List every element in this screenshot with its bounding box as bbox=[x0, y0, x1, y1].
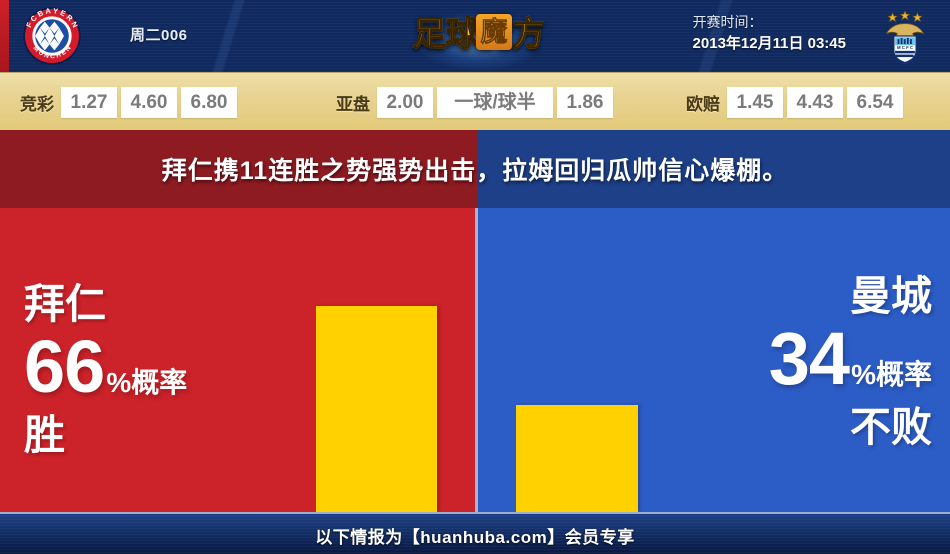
home-probability-line: 66 %概率 bbox=[24, 330, 294, 404]
headline-banner: 拜仁携11连胜之势强势出击，拉姆回归瓜帅信心爆棚。 bbox=[0, 130, 950, 208]
kickoff-time: 2013年12月11日 03:45 bbox=[692, 35, 846, 52]
away-probability-value: 34 bbox=[768, 317, 850, 400]
fc-bayern-munich-crest-icon: F C B A Y E R N M Ü N C H E N bbox=[23, 6, 81, 65]
odds-group-european: 欧赔 1.45 4.43 6.54 bbox=[686, 73, 907, 131]
odds-value[interactable]: 1.45 bbox=[727, 86, 783, 118]
home-probability-bar bbox=[316, 306, 437, 512]
odds-bar: 竞彩 1.27 4.60 6.80 亚盘 2.00 一球/球半 1.86 欧赔 … bbox=[0, 72, 950, 132]
header-bar: F C B A Y E R N M Ü N C H E N 周二006 足球魔方… bbox=[0, 0, 950, 72]
svg-text:M C F C: M C F C bbox=[897, 45, 913, 50]
odds-value[interactable]: 6.80 bbox=[181, 86, 237, 118]
odds-value[interactable]: 4.43 bbox=[787, 86, 843, 118]
odds-value[interactable]: 4.60 bbox=[121, 86, 177, 118]
home-probability-value: 66 bbox=[24, 325, 105, 408]
brand-logo-highlight-badge: 魔 bbox=[476, 14, 512, 50]
headline-left-half bbox=[0, 130, 477, 208]
odds-value[interactable]: 2.00 bbox=[377, 86, 433, 118]
probability-chart: 拜仁 66 %概率 胜 曼城 34 %概率 不败 bbox=[0, 208, 950, 512]
panel-divider bbox=[475, 208, 478, 512]
odds-value[interactable]: 1.27 bbox=[61, 86, 117, 118]
away-stat-block: 曼城 34 %概率 不败 bbox=[652, 270, 932, 454]
headline-text: 拜仁携11连胜之势强势出击，拉姆回归瓜帅信心爆棚。 bbox=[161, 157, 789, 185]
manchester-city-crest-icon: M C F C bbox=[885, 10, 925, 65]
odds-group-jingcai: 竞彩 1.27 4.60 6.80 bbox=[20, 73, 241, 131]
odds-group-label: 竞彩 bbox=[20, 94, 54, 114]
away-outcome-label: 不败 bbox=[850, 404, 932, 450]
odds-value[interactable]: 1.86 bbox=[557, 86, 613, 118]
away-probability-suffix: %概率 bbox=[851, 359, 932, 390]
brand-logo-highlight-char: 魔 bbox=[480, 17, 508, 48]
left-accent-strip bbox=[0, 0, 9, 72]
odds-group-label: 亚盘 bbox=[336, 94, 370, 114]
headline-right-half bbox=[477, 130, 950, 208]
away-team-name: 曼城 bbox=[850, 273, 932, 319]
odds-handicap-value[interactable]: 一球/球半 bbox=[437, 86, 553, 118]
odds-group-label: 欧赔 bbox=[686, 94, 720, 114]
kickoff-label: 开赛时间： bbox=[692, 14, 763, 30]
away-probability-bar bbox=[516, 405, 638, 512]
odds-value[interactable]: 6.54 bbox=[847, 86, 903, 118]
match-number: 周二006 bbox=[130, 27, 188, 44]
footer-membership-notice: 以下情报为【huanhuba.com】会员专享 bbox=[315, 527, 635, 547]
brand-logo: 足球魔方 魔 bbox=[389, 0, 569, 72]
away-probability-line: 34 %概率 bbox=[652, 322, 932, 396]
home-probability-suffix: %概率 bbox=[106, 367, 188, 398]
home-team-name: 拜仁 bbox=[24, 281, 106, 327]
footer-bar: 以下情报为【huanhuba.com】会员专享 bbox=[0, 512, 950, 554]
odds-group-asian-handicap: 亚盘 2.00 一球/球半 1.86 bbox=[336, 73, 617, 131]
kickoff-block: 开赛时间： 2013年12月11日 03:45 bbox=[693, 12, 846, 55]
home-stat-block: 拜仁 66 %概率 胜 bbox=[24, 278, 294, 462]
home-outcome-label: 胜 bbox=[24, 412, 65, 458]
footer-texture bbox=[0, 514, 950, 554]
